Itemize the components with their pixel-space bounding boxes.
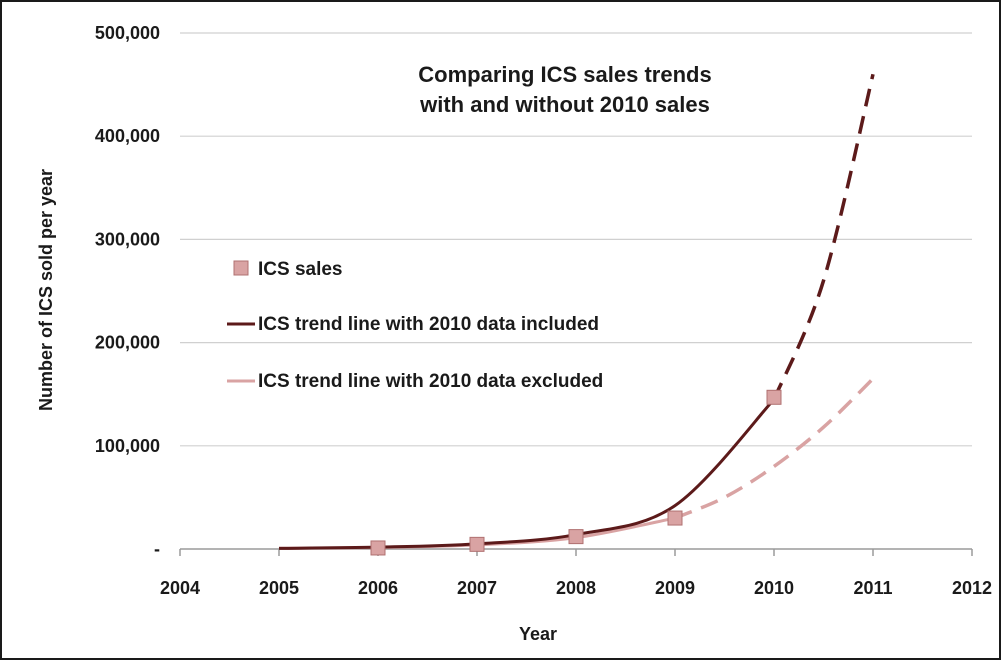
legend-label-ics-sales: ICS sales — [258, 259, 343, 280]
y-tick-label: 300,000 — [95, 229, 160, 249]
legend: ICS sales ICS trend line with 2010 data … — [227, 259, 603, 392]
y-tick-label: - — [154, 539, 160, 559]
sales-marker — [667, 510, 683, 526]
x-tick-label: 2005 — [259, 578, 299, 598]
trend-line-included-dashed — [772, 73, 875, 401]
x-tick-label: 2009 — [655, 578, 695, 598]
y-tick-label: 400,000 — [95, 126, 160, 146]
x-tick-label: 2010 — [754, 578, 794, 598]
y-tick-label: 200,000 — [95, 333, 160, 353]
series — [278, 73, 875, 556]
x-tick-label: 2008 — [556, 578, 596, 598]
y-tick-label: 500,000 — [95, 23, 160, 43]
x-axis-title: Year — [519, 624, 557, 644]
x-tick-label: 2004 — [160, 578, 200, 598]
legend-label-trend-excluded: ICS trend line with 2010 data excluded — [258, 371, 603, 392]
chart-title: Comparing ICS sales trends with and with… — [418, 62, 711, 117]
sales-marker — [568, 529, 584, 545]
x-tick-label: 2011 — [853, 578, 892, 598]
y-tick-label: 100,000 — [95, 436, 160, 456]
gridlines — [180, 32, 972, 447]
sales-marker — [370, 540, 386, 556]
legend-label-trend-included: ICS trend line with 2010 data included — [258, 314, 599, 335]
trend-line-included-solid — [278, 398, 776, 550]
sales-marker — [766, 389, 782, 405]
x-tick-label: 2012 — [952, 578, 992, 598]
y-axis-title: Number of ICS sold per year — [36, 169, 56, 411]
legend-marker-ics-sales — [233, 260, 249, 276]
sales-marker — [469, 536, 485, 552]
trend-line-excluded-dashed — [674, 377, 875, 520]
x-tick-label: 2007 — [457, 578, 497, 598]
axis-titles: Year Number of ICS sold per year — [36, 169, 557, 644]
x-tick-label: 2006 — [358, 578, 398, 598]
chart-title-line-2: with and without 2010 sales — [419, 92, 710, 117]
chart-title-line-1: Comparing ICS sales trends — [418, 62, 711, 87]
